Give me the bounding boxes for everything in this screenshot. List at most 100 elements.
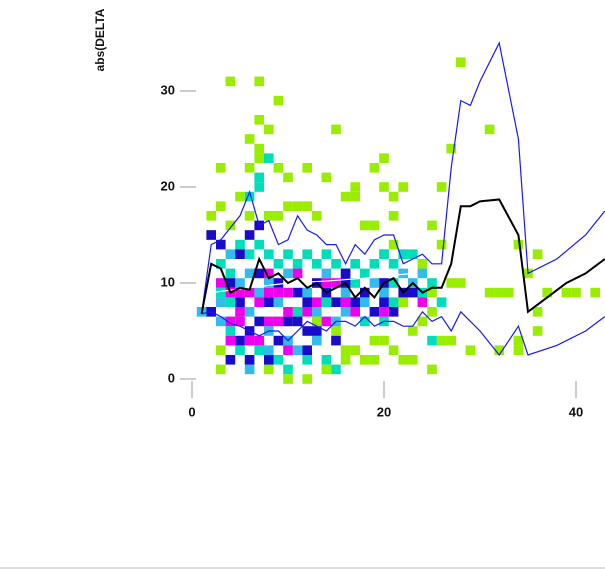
cell [321, 268, 332, 279]
cell [283, 287, 293, 298]
cell [484, 287, 495, 298]
cell [312, 307, 322, 317]
cell [235, 345, 245, 355]
cell [350, 182, 360, 192]
cell [292, 259, 303, 269]
cell [321, 364, 332, 375]
cell [273, 278, 284, 288]
cell [235, 191, 245, 202]
cell [235, 239, 245, 250]
cell [321, 278, 332, 288]
cell [446, 278, 456, 288]
cell [216, 297, 226, 307]
cell [360, 268, 370, 279]
cell [264, 287, 274, 298]
cell [292, 316, 303, 327]
cell [446, 143, 456, 154]
cell [340, 297, 351, 307]
cell [379, 307, 389, 317]
cell [244, 249, 255, 259]
cell [360, 297, 370, 307]
cell [254, 115, 264, 125]
cell [302, 249, 312, 259]
cell [302, 326, 312, 336]
cell [369, 307, 380, 317]
cell [254, 172, 264, 183]
cell [350, 307, 360, 317]
cell [244, 364, 255, 375]
cell [312, 316, 322, 327]
cell [244, 191, 255, 202]
cell [379, 249, 389, 259]
cell [388, 345, 399, 355]
cell [456, 57, 466, 67]
cell [206, 230, 216, 240]
cell [321, 316, 332, 327]
cell [388, 278, 399, 288]
cell [235, 287, 245, 298]
cell [244, 268, 255, 279]
cell [436, 297, 447, 307]
cell [350, 191, 360, 202]
cell [225, 297, 236, 307]
cell [292, 201, 303, 211]
line [200, 198, 605, 314]
x-tick-label: 20 [377, 404, 391, 419]
cell [254, 143, 264, 154]
cell [417, 259, 428, 269]
cell [340, 307, 351, 317]
axes: 0 10 20 30 0 20 40 [161, 82, 584, 419]
cell [494, 287, 504, 298]
cell [225, 278, 236, 288]
cell [379, 153, 389, 163]
cell [331, 278, 341, 288]
cell [225, 335, 236, 346]
cell [312, 335, 322, 346]
cell [264, 345, 274, 355]
cell [235, 249, 245, 259]
cell [331, 335, 341, 346]
cell [254, 153, 264, 163]
cell [331, 297, 341, 307]
cell [408, 287, 418, 298]
cell [292, 345, 303, 355]
y-tick-label: 0 [168, 370, 175, 385]
y-tick-label: 30 [161, 82, 175, 97]
cell [360, 220, 370, 231]
cell [283, 201, 293, 211]
cell [302, 297, 312, 307]
cell [254, 335, 264, 346]
cell [216, 345, 226, 355]
cell [273, 95, 284, 106]
cell [360, 316, 370, 327]
cell [369, 278, 380, 288]
cell [273, 259, 284, 269]
cell [302, 307, 312, 317]
cell [254, 239, 264, 250]
cell [254, 182, 264, 192]
cell [216, 278, 226, 288]
cell [292, 268, 303, 279]
cell [398, 355, 408, 365]
cell [388, 211, 399, 221]
cell [427, 278, 437, 288]
cell [388, 239, 399, 250]
cell [532, 326, 543, 336]
cell [216, 316, 226, 327]
cell [244, 287, 255, 298]
cell [273, 355, 284, 365]
cell [235, 297, 245, 307]
y-axis-label: abs(DELTA [93, 8, 107, 71]
cell [331, 364, 341, 375]
cell [283, 307, 293, 317]
cell [398, 268, 408, 279]
cell [340, 287, 351, 298]
cell [379, 335, 389, 346]
cell [273, 316, 284, 327]
cell [206, 211, 216, 221]
cell [283, 364, 293, 375]
cell [417, 268, 428, 279]
cell [379, 287, 389, 298]
cell [273, 211, 284, 221]
